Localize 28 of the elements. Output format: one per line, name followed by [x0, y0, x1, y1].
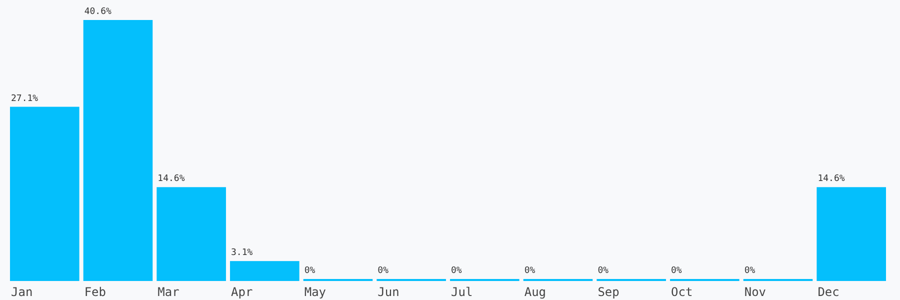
x-tick-label: Apr	[231, 285, 253, 299]
x-tick-label: Dec	[818, 285, 840, 299]
data-label: 0%	[671, 266, 682, 276]
x-tick-label: Jan	[11, 285, 33, 299]
x-tick-label: May	[304, 285, 326, 299]
x-tick-label: Mar	[158, 285, 180, 299]
x-tick-label: Feb	[84, 285, 106, 299]
data-label: 40.6%	[84, 7, 112, 17]
data-label: 3.1%	[231, 248, 254, 258]
bar	[83, 20, 153, 281]
x-tick-label: Jun	[378, 285, 400, 299]
data-label: 27.1%	[11, 94, 39, 104]
x-tick-label: Aug	[524, 285, 546, 299]
x-tick-label: Oct	[671, 285, 693, 299]
data-label: 0%	[304, 266, 316, 276]
data-label: 0%	[744, 266, 756, 276]
bar	[156, 187, 226, 281]
bar	[816, 187, 886, 281]
x-tick-label: Sep	[598, 285, 620, 299]
data-label: 0%	[524, 266, 536, 276]
data-label: 14.6%	[818, 174, 846, 184]
bar	[10, 106, 80, 281]
data-label: 0%	[451, 266, 462, 276]
data-label: 14.6%	[158, 174, 186, 184]
data-label: 0%	[378, 266, 390, 276]
data-label: 0%	[598, 266, 610, 276]
x-tick-label: Nov	[744, 285, 766, 299]
x-tick-label: Jul	[451, 285, 473, 299]
